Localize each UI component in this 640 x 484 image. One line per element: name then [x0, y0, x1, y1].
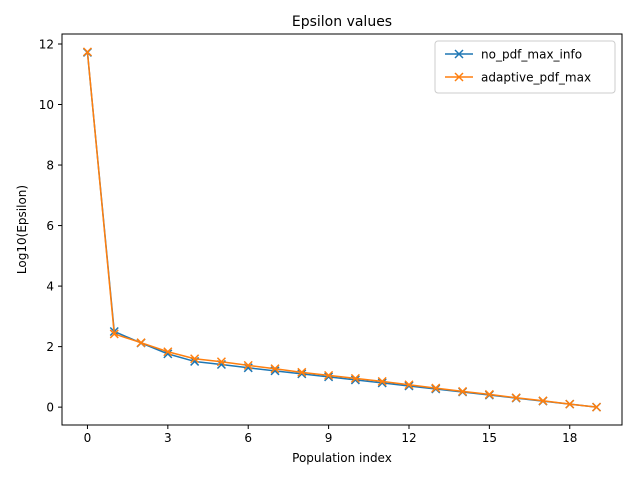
data-point-adaptive-pdf-max: [431, 383, 441, 393]
legend-marker-no-pdf-max-info: [454, 49, 464, 59]
legend: no_pdf_max_info adaptive_pdf_max: [434, 40, 616, 94]
data-point-adaptive-pdf-max: [484, 389, 494, 399]
x-tick-label: 9: [325, 431, 333, 445]
x-tick-label: 6: [244, 431, 252, 445]
data-point-adaptive-pdf-max: [190, 354, 200, 364]
y-tick-label: 0: [46, 401, 54, 415]
data-point-no-pdf-max-info: [350, 375, 360, 385]
data-point-adaptive-pdf-max: [163, 347, 173, 357]
legend-label-adaptive-pdf-max: adaptive_pdf_max: [481, 71, 591, 85]
data-point-adaptive-pdf-max: [538, 396, 548, 406]
y-tick-label: 2: [46, 340, 54, 354]
y-tick-label: 8: [46, 159, 54, 173]
data-point-adaptive-pdf-max: [458, 386, 468, 396]
data-point-adaptive-pdf-max: [297, 367, 307, 377]
x-axis-label: Population index: [292, 451, 392, 465]
data-point-adaptive-pdf-max: [243, 360, 253, 370]
y-tick-label: 6: [46, 219, 54, 233]
data-point-adaptive-pdf-max: [109, 329, 119, 339]
data-point-adaptive-pdf-max: [350, 373, 360, 383]
y-axis: 0 2 4 6 8 10 12: [39, 37, 62, 415]
data-point-adaptive-pdf-max: [270, 364, 280, 374]
chart-title: Epsilon values: [292, 14, 392, 30]
legend-marker-adaptive-pdf-max: [454, 72, 464, 82]
x-tick-label: 0: [84, 431, 92, 445]
data-point-adaptive-pdf-max: [404, 380, 414, 390]
data-point-adaptive-pdf-max: [565, 399, 575, 409]
y-tick-label: 4: [46, 280, 54, 294]
data-point-adaptive-pdf-max: [136, 338, 146, 348]
series-adaptive-pdf-max: [82, 47, 602, 412]
data-point-adaptive-pdf-max: [377, 376, 387, 386]
legend-label-no-pdf-max-info: no_pdf_max_info: [481, 48, 582, 62]
y-axis-label: Log10(Epsilon): [15, 185, 29, 274]
data-point-adaptive-pdf-max: [324, 370, 334, 380]
data-point-no-pdf-max-info: [297, 369, 307, 379]
legend-item-no-pdf-max-info: no_pdf_max_info: [445, 48, 582, 62]
data-point-no-pdf-max-info: [377, 378, 387, 388]
x-tick-label: 3: [164, 431, 172, 445]
data-point-adaptive-pdf-max: [216, 357, 226, 367]
x-tick-label: 12: [401, 431, 416, 445]
data-point-no-pdf-max-info: [324, 372, 334, 382]
x-tick-label: 15: [482, 431, 497, 445]
y-tick-label: 12: [39, 37, 54, 51]
plot-frame: [61, 33, 623, 426]
plot-area: [82, 47, 602, 412]
series-line-adaptive-pdf-max: [86, 51, 597, 408]
data-point-adaptive-pdf-max: [511, 393, 521, 403]
y-tick-label: 10: [39, 98, 54, 112]
x-axis: 0 3 6 9 12 15 18: [84, 425, 577, 445]
data-point-adaptive-pdf-max: [592, 402, 602, 412]
legend-item-adaptive-pdf-max: adaptive_pdf_max: [445, 71, 591, 85]
data-point-no-pdf-max-info: [404, 381, 414, 391]
data-point-adaptive-pdf-max: [82, 47, 92, 57]
legend-box: [434, 40, 616, 94]
x-tick-label: 18: [562, 431, 577, 445]
